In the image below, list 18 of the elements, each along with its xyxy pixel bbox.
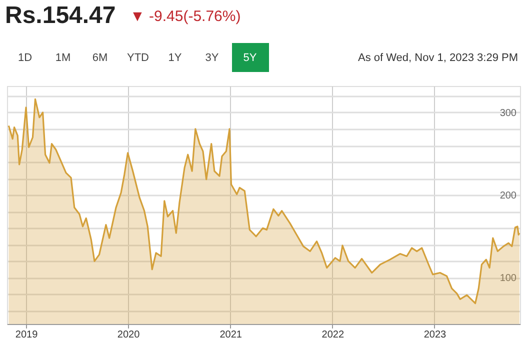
- x-tick-label: 2023: [424, 330, 447, 340]
- text: 6M: [92, 52, 108, 64]
- y-tick-label: 200: [500, 190, 517, 202]
- text: 1Y: [168, 52, 182, 64]
- text: 5Y: [243, 52, 258, 64]
- chart-subtitle: ▼ -9.45(-5.76%): [130, 8, 241, 25]
- x-tick-label: 2019: [15, 330, 38, 340]
- text: 1M: [55, 52, 71, 64]
- text: As of Wed, Nov 1, 2023 3:29 PM: [358, 52, 518, 64]
- chart-title: Rs.154.47: [5, 2, 116, 29]
- y-tick-label: 100: [500, 273, 517, 284]
- text: 1D: [18, 52, 32, 64]
- x-tick-label: 2022: [322, 330, 344, 340]
- y-tick-label: 300: [500, 108, 517, 119]
- x-tick-label: 2021: [220, 330, 242, 340]
- x-tick-label: 2020: [117, 330, 140, 340]
- text: 3Y: [205, 52, 220, 64]
- text: YTD: [127, 52, 150, 64]
